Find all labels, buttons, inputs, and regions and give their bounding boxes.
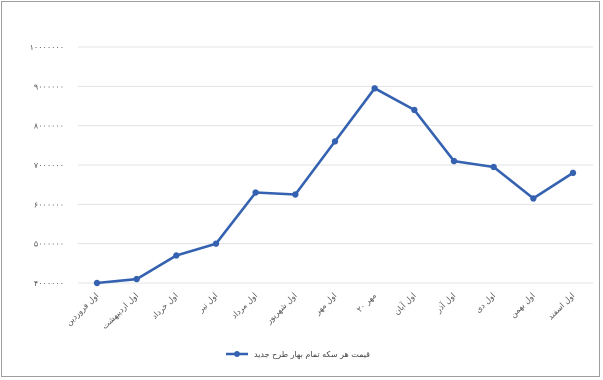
series-line bbox=[95, 87, 575, 285]
legend-marker-swatch bbox=[234, 351, 240, 357]
x-tick-label: اول خرداد bbox=[150, 291, 180, 321]
gridlines bbox=[78, 46, 593, 284]
data-point bbox=[490, 163, 497, 171]
y-tick-label: ۷۰۰۰۰۰۰ bbox=[34, 161, 64, 170]
y-tick-label: ۹۰۰۰۰۰۰ bbox=[34, 82, 64, 91]
y-tick-label: ۶۰۰۰۰۰۰ bbox=[34, 200, 64, 209]
data-point bbox=[252, 189, 259, 196]
x-tick-label: اول بهمن bbox=[508, 291, 536, 319]
x-tick-label: اول آذر bbox=[433, 290, 458, 315]
x-tick-label: اول اسفند bbox=[546, 291, 576, 321]
data-point bbox=[331, 138, 339, 145]
x-tick-label: اول اردیبهشت bbox=[100, 291, 140, 331]
y-tick-label: ۸۰۰۰۰۰۰ bbox=[34, 122, 64, 131]
data-point bbox=[450, 157, 458, 165]
data-point bbox=[569, 169, 577, 177]
y-tick-label: ۱۰۰۰۰۰۰۰ bbox=[30, 43, 64, 52]
legend: قیمت هر سکه تمام بهار طرح جدید bbox=[226, 350, 370, 359]
series-lines bbox=[95, 87, 575, 285]
y-axis-tick-labels: ۴۰۰۰۰۰۰ ۵۰۰۰۰۰۰ ۶۰۰۰۰۰۰ ۷۰۰۰۰۰۰ ۸۰۰۰۰۰۰ ۹۰۰۰۰… bbox=[30, 43, 64, 288]
x-tick-label: ۲۰ مهر bbox=[355, 291, 378, 314]
legend-label: قیمت هر سکه تمام بهار طرح جدید bbox=[254, 350, 370, 359]
data-point bbox=[292, 191, 299, 198]
data-point bbox=[411, 106, 418, 114]
x-tick-label: اول شهریور bbox=[264, 291, 299, 326]
data-point bbox=[173, 252, 180, 259]
x-tick-label: اول مهر bbox=[312, 291, 338, 317]
x-tick-label: اول آبان bbox=[391, 290, 417, 316]
data-point bbox=[212, 240, 220, 247]
data-point bbox=[371, 85, 378, 92]
x-tick-label: اول دی bbox=[474, 291, 498, 315]
y-tick-label: ۴۰۰۰۰۰۰ bbox=[34, 279, 64, 288]
series-points bbox=[93, 85, 577, 287]
data-point bbox=[530, 195, 537, 202]
y-tick-label: ۵۰۰۰۰۰۰ bbox=[34, 240, 64, 249]
x-tick-label: اول مرداد bbox=[230, 291, 259, 320]
x-tick-label: اول فروردین bbox=[64, 291, 100, 327]
x-axis-tick-labels: اول فروردین اول اردیبهشت اول خرداد اول تیر ا… bbox=[64, 290, 576, 331]
x-tick-label: اول تیر bbox=[196, 291, 220, 315]
data-point bbox=[93, 279, 101, 287]
data-point bbox=[133, 275, 140, 283]
